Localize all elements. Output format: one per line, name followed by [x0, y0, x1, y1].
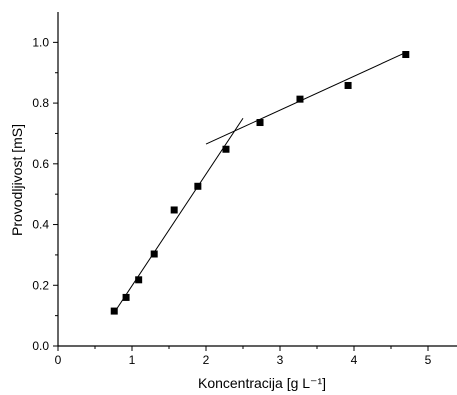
x-axis-label: Koncentracija [g L⁻¹] [198, 375, 326, 391]
y-tick-label-1: 0.2 [32, 278, 49, 292]
data-point-6 [222, 145, 230, 153]
y-tick-label-0: 0.0 [32, 339, 49, 353]
data-point-4 [170, 206, 178, 214]
y-ticks: 0.0 0.2 0.4 0.6 0.8 1.0 [32, 35, 58, 353]
x-tick-label-0: 0 [55, 353, 62, 367]
plot-frame [57, 12, 457, 347]
data-point-9 [344, 81, 352, 89]
y-tick-label-2: 0.4 [32, 218, 49, 232]
data-points [110, 51, 410, 315]
x-tick-label-4: 4 [351, 353, 358, 367]
data-point-0 [110, 307, 118, 315]
fit-line-1 [205, 51, 409, 145]
fit-lines [113, 51, 409, 313]
y-tick-label-3: 0.6 [32, 157, 49, 171]
x-tick-label-3: 3 [277, 353, 284, 367]
data-point-2 [135, 276, 143, 284]
x-tick-label-5: 5 [425, 353, 432, 367]
data-point-7 [256, 119, 264, 127]
data-point-1 [122, 293, 130, 301]
data-point-3 [150, 250, 158, 258]
data-point-8 [296, 95, 304, 103]
y-tick-label-5: 1.0 [32, 35, 49, 49]
y-tick-label-4: 0.8 [32, 96, 49, 110]
data-point-10 [402, 51, 410, 59]
data-point-5 [194, 182, 202, 190]
x-tick-label-1: 1 [129, 353, 136, 367]
x-tick-label-2: 2 [203, 353, 210, 367]
x-ticks: 0 1 2 3 4 5 [55, 346, 432, 367]
y-axis-label: Provodljivost [mS] [9, 124, 25, 236]
